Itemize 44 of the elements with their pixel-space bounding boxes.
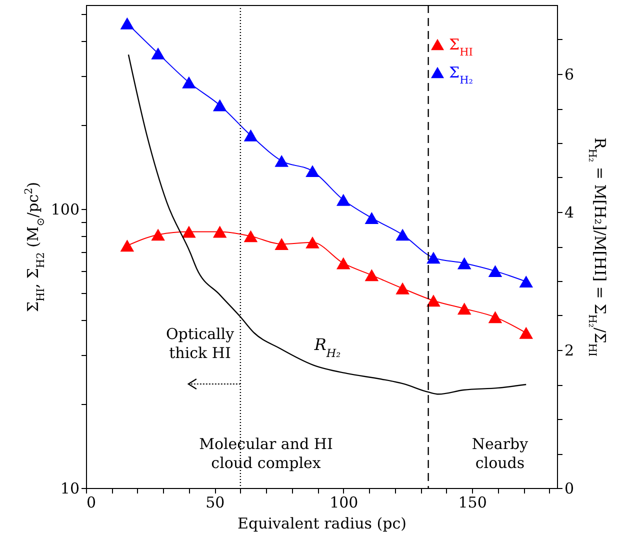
annotation: Optically thick HI	[166, 325, 235, 362]
x-tick-label: 150	[458, 494, 487, 512]
point	[396, 282, 410, 294]
point	[182, 226, 196, 238]
point	[457, 302, 472, 315]
point	[151, 47, 165, 60]
x-tick-label: 0	[86, 494, 96, 512]
y2-tick-label: 4	[564, 204, 574, 222]
point	[336, 194, 350, 206]
point	[212, 99, 227, 112]
point	[212, 226, 227, 238]
y-tick-label: 10	[60, 480, 80, 498]
legend-label: Σ$_{HI}$	[449, 36, 473, 58]
annotation: Molecular and HI cloud complex	[199, 435, 333, 472]
point	[364, 212, 379, 224]
y2-tick-label: 6	[564, 66, 574, 84]
point	[244, 129, 258, 142]
point	[396, 228, 410, 241]
x-tick-label: 50	[206, 494, 225, 512]
point	[274, 238, 288, 250]
point	[244, 230, 258, 242]
point	[306, 165, 320, 178]
point	[120, 17, 134, 30]
point	[274, 154, 288, 167]
point	[488, 311, 502, 324]
y2-tick-label: 0	[564, 480, 574, 498]
y2-tick-label: 2	[564, 342, 574, 360]
point	[364, 269, 379, 282]
point	[426, 294, 440, 307]
annotation: Nearby clouds	[472, 435, 529, 472]
point	[306, 236, 320, 248]
point	[519, 326, 534, 339]
point	[182, 76, 196, 88]
series-label: R$_{H₂}$	[313, 335, 342, 360]
legend-label: Σ$_{H₂}$	[449, 64, 473, 86]
point	[151, 228, 165, 241]
point	[519, 276, 534, 288]
x-tick-label: 100	[330, 494, 358, 512]
x-axis-title: Equivalent radius (pc)	[238, 514, 406, 532]
point	[426, 252, 440, 264]
point	[488, 265, 502, 278]
point	[457, 257, 472, 270]
point	[336, 257, 350, 270]
point	[120, 240, 134, 252]
